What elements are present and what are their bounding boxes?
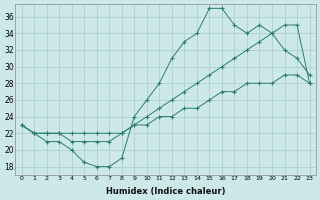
X-axis label: Humidex (Indice chaleur): Humidex (Indice chaleur) [106,187,225,196]
